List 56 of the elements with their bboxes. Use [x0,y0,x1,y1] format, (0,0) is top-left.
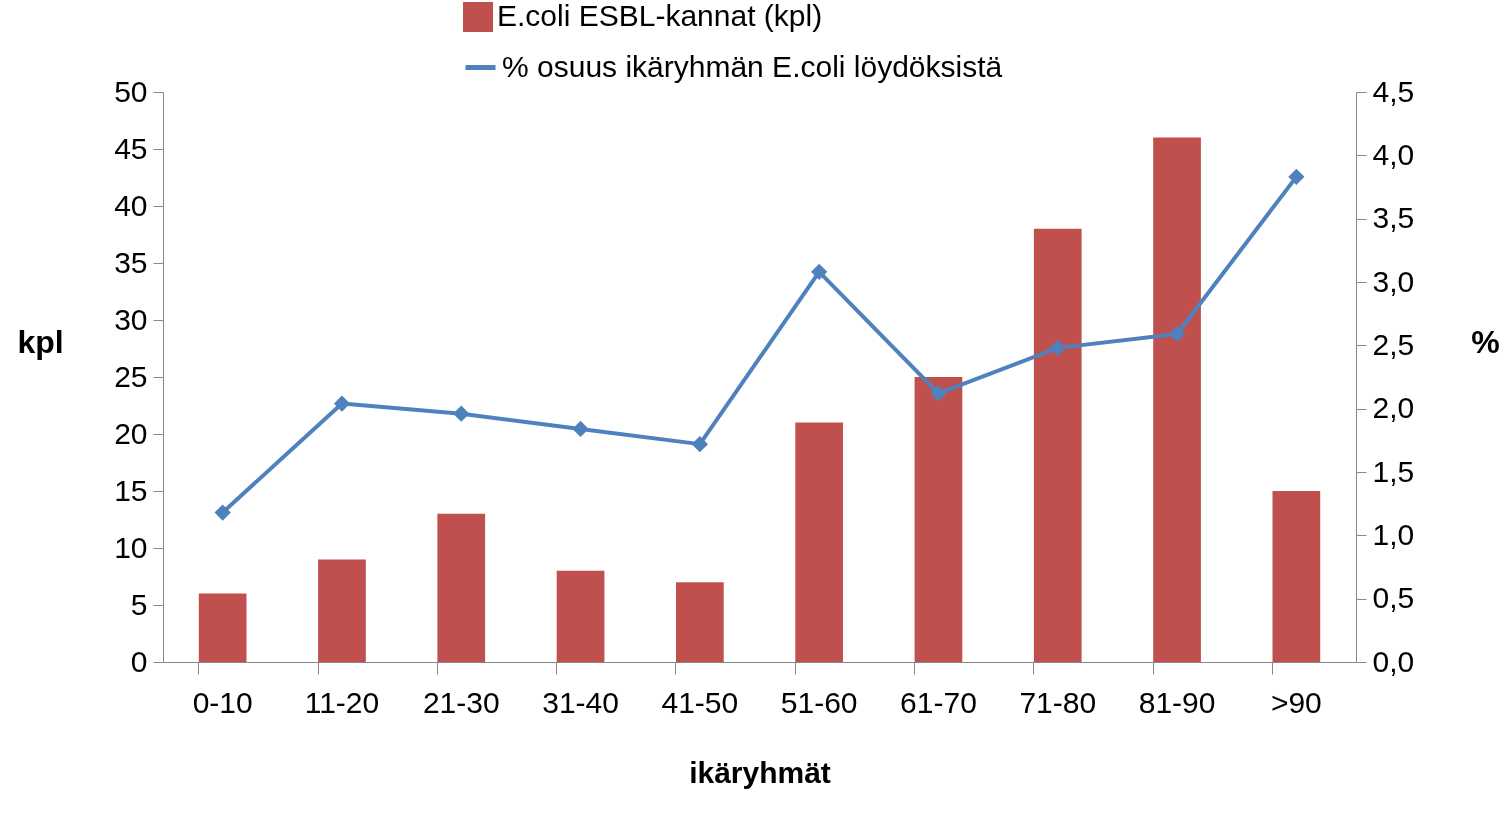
y2-tick-label: 2,5 [1372,327,1415,361]
y-axis-title: kpl [17,323,64,360]
y-tick-label: 50 [114,74,148,108]
y2-tick-label: 0,5 [1372,581,1415,615]
bar [914,377,963,662]
y-tick-label: 40 [114,188,148,222]
y-tick-label: 10 [114,530,148,564]
bar [556,570,605,662]
bar [1272,491,1321,662]
point [572,421,589,437]
y2-tick-label: 0,0 [1372,644,1415,678]
point [930,385,947,402]
point [453,406,469,422]
point [1050,340,1066,356]
x-tick-label: 21-30 [422,685,500,719]
bar [1033,228,1082,662]
point [334,395,350,412]
bar [318,559,366,662]
y2-tick-label: 1,5 [1372,454,1415,488]
x-tick-label: 11-20 [304,685,380,719]
x-tick-label: 41-50 [661,685,739,719]
y2-tick-label: 3,0 [1372,264,1415,298]
x-tick-label: 71-80 [1019,685,1097,719]
y-tick-label: 25 [114,359,148,393]
point [1169,326,1185,342]
y-tick-label: 35 [114,245,148,279]
y2-tick-label: 3,5 [1372,201,1415,235]
point [811,264,827,280]
point [1288,169,1305,185]
y-tick-label: 0 [130,644,148,678]
y2-axis-title: % [1471,323,1500,360]
bar [198,593,247,662]
y-tick-label: 20 [114,416,148,450]
x-tick-label: 81-90 [1138,685,1216,719]
x-tick-label: 0-10 [192,685,253,719]
x-tick-label: >90 [1270,685,1322,719]
point [214,504,231,521]
y-tick-label: 30 [114,302,148,336]
legend-label: E.coli ESBL-kannat (kpl) [497,0,823,32]
bar [1153,137,1201,662]
x-tick-label: 51-60 [780,685,858,719]
y-tick-label: 45 [114,131,148,165]
y2-tick-label: 4,0 [1372,137,1415,171]
x-axis-title: ikäryhmät [689,755,831,789]
point [692,436,708,452]
bar [675,582,724,662]
y2-tick-label: 1,0 [1372,517,1415,551]
y-tick-label: 15 [114,473,148,507]
x-tick-label: 31-40 [542,685,619,719]
bar [437,513,486,662]
bar [795,422,844,662]
y2-tick-label: 2,0 [1372,391,1415,425]
y2-tick-label: 4,5 [1372,74,1415,108]
x-tick-label: 61-70 [900,685,977,719]
legend-label: % osuus ikäryhmän E.coli löydöksistä [502,49,1003,83]
y-tick-label: 5 [130,587,148,621]
